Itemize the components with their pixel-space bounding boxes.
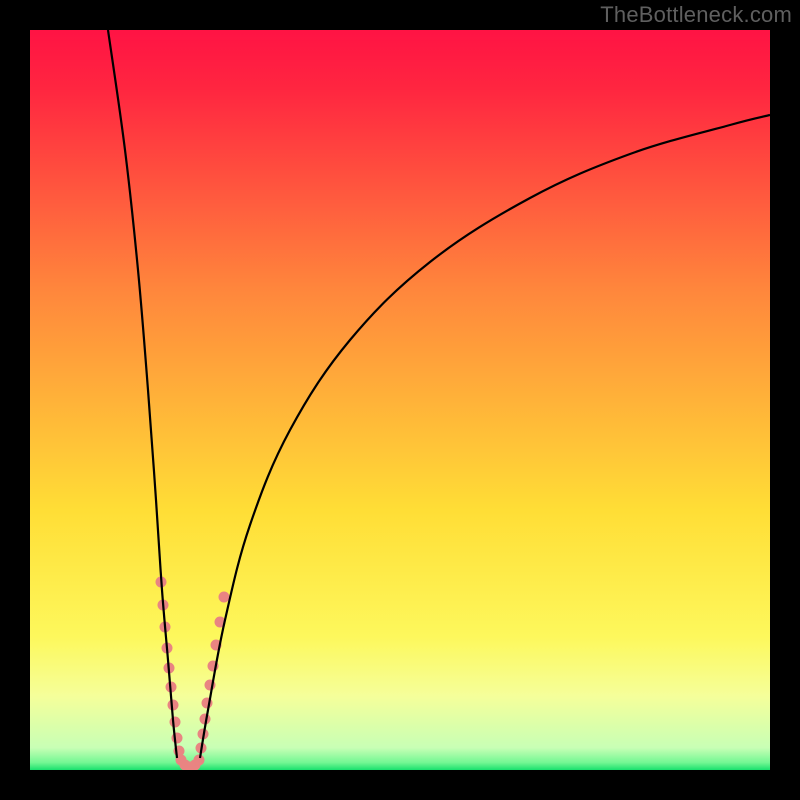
valley-dots-group xyxy=(156,577,230,771)
chart-container: TheBottleneck.com xyxy=(0,0,800,800)
right-curve xyxy=(200,115,770,758)
valley-dot xyxy=(194,755,205,766)
valley-dot xyxy=(170,717,181,728)
left-curve xyxy=(108,30,177,758)
watermark-label: TheBottleneck.com xyxy=(600,2,792,28)
curves-svg xyxy=(30,30,770,770)
plot-area xyxy=(30,30,770,770)
valley-dot xyxy=(219,592,230,603)
valley-dot xyxy=(172,733,183,744)
